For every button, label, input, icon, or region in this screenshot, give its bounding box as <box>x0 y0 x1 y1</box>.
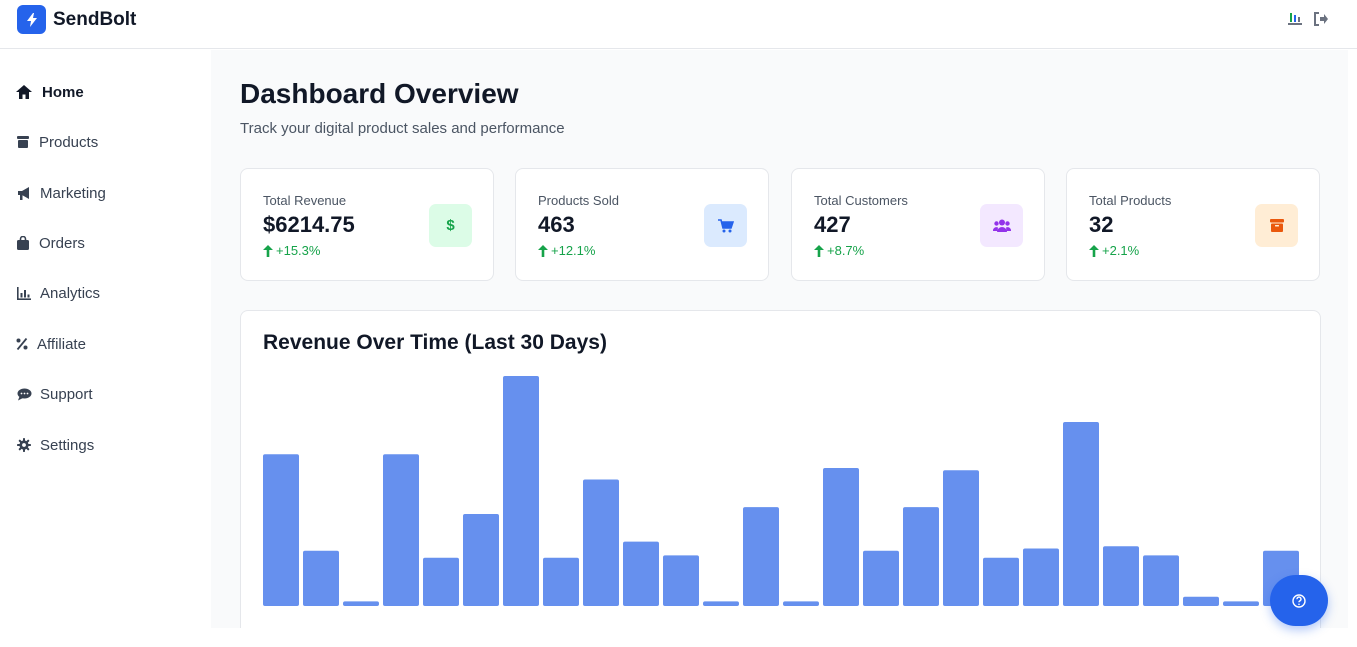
users-icon <box>980 204 1023 247</box>
page-title: Dashboard Overview <box>240 78 519 109</box>
window-edge <box>1348 50 1357 628</box>
percent-icon <box>14 336 30 352</box>
chart-bar[interactable] <box>303 550 339 606</box>
stat-card-total-products: Total Products 32 +2.1% <box>1066 168 1320 281</box>
home-icon <box>16 84 32 100</box>
chat-icon <box>16 386 32 402</box>
chart-bar[interactable] <box>1223 601 1259 606</box>
sidebar-item-affiliate[interactable]: Affiliate <box>0 327 211 361</box>
sidebar-item-marketing[interactable]: Marketing <box>0 176 211 210</box>
chart-bar[interactable] <box>583 479 619 607</box>
megaphone-icon <box>16 185 32 201</box>
bolt-icon <box>26 12 37 27</box>
stat-change: +8.7% <box>814 243 864 258</box>
chart-bar[interactable] <box>783 601 819 606</box>
admin-icon[interactable] <box>1287 11 1303 27</box>
sidebar-item-label: Settings <box>40 436 95 454</box>
window-edge <box>0 628 1357 647</box>
stat-label: Total Customers <box>814 193 908 208</box>
arrow-up-icon <box>263 244 273 257</box>
sidebar-item-settings[interactable]: Settings <box>0 428 211 462</box>
sidebar-item-home[interactable]: Home <box>0 75 211 109</box>
chart-bar[interactable] <box>1103 546 1139 606</box>
stat-change: +12.1% <box>538 243 595 258</box>
chart-bar[interactable] <box>743 507 779 606</box>
cart-icon <box>704 204 747 247</box>
top-bar: SendBolt <box>0 0 1357 49</box>
sidebar-item-label: Home <box>42 83 84 101</box>
stat-change: +2.1% <box>1089 243 1139 258</box>
stat-value: 32 <box>1089 212 1114 237</box>
stat-change: +15.3% <box>263 243 320 258</box>
arrow-up-icon <box>814 244 824 257</box>
chart-bar[interactable] <box>463 514 499 606</box>
stat-card-customers: Total Customers 427 +8.7% <box>791 168 1045 281</box>
sidebar: Home Products Marketing Orders Analytics… <box>0 50 211 628</box>
stat-card-products-sold: Products Sold 463 +12.1% <box>515 168 769 281</box>
arrow-up-icon <box>1089 244 1099 257</box>
revenue-chart-card: Revenue Over Time (Last 30 Days) <box>240 310 1321 628</box>
arrow-up-icon <box>538 244 548 257</box>
chart-bar[interactable] <box>703 601 739 606</box>
chart-bar[interactable] <box>623 541 659 606</box>
bag-icon <box>15 235 31 251</box>
box-icon <box>1255 204 1298 247</box>
chart-bar[interactable] <box>1063 422 1099 606</box>
chart-bar[interactable] <box>1183 596 1219 606</box>
chart-bar[interactable] <box>943 470 979 606</box>
chart-bar[interactable] <box>423 557 459 606</box>
sidebar-item-label: Support <box>40 385 93 403</box>
chart-title: Revenue Over Time (Last 30 Days) <box>263 331 607 354</box>
stat-change-text: +15.3% <box>276 243 321 258</box>
chart-bar[interactable] <box>343 601 379 606</box>
stat-card-revenue: Total Revenue $6214.75 +15.3% $ <box>240 168 494 281</box>
sidebar-item-label: Products <box>39 133 99 151</box>
revenue-bar-chart <box>263 376 1299 607</box>
sidebar-item-support[interactable]: Support <box>0 377 211 411</box>
dollar-icon: $ <box>429 204 472 247</box>
gear-icon <box>16 437 32 453</box>
main-content: Dashboard Overview Track your digital pr… <box>211 50 1348 628</box>
stat-value: 463 <box>538 212 575 237</box>
sidebar-item-orders[interactable]: Orders <box>0 226 211 260</box>
stat-change-text: +8.7% <box>827 243 865 258</box>
sidebar-item-products[interactable]: Products <box>0 125 211 159</box>
box-icon <box>15 134 31 150</box>
chart-bar[interactable] <box>983 557 1019 606</box>
logo[interactable] <box>17 5 46 34</box>
chart-bar[interactable] <box>503 376 539 606</box>
help-button[interactable] <box>1270 575 1328 626</box>
chart-icon <box>16 285 32 301</box>
stat-label: Total Products <box>1089 193 1172 208</box>
chart-bar[interactable] <box>543 557 579 606</box>
stat-label: Products Sold <box>538 193 619 208</box>
chart-bar[interactable] <box>1023 548 1059 607</box>
stat-change-text: +12.1% <box>551 243 596 258</box>
chart-bar[interactable] <box>1143 555 1179 606</box>
question-icon <box>1292 593 1306 608</box>
chart-bar[interactable] <box>903 507 939 606</box>
stat-value: $6214.75 <box>263 212 355 237</box>
logout-icon[interactable] <box>1313 11 1329 27</box>
stat-value: 427 <box>814 212 851 237</box>
stat-label: Total Revenue <box>263 193 347 208</box>
stat-change-text: +2.1% <box>1102 243 1140 258</box>
chart-bar[interactable] <box>663 555 699 606</box>
chart-bar[interactable] <box>823 468 859 606</box>
chart-bar[interactable] <box>383 454 419 606</box>
sidebar-item-analytics[interactable]: Analytics <box>0 276 211 310</box>
sidebar-item-label: Orders <box>39 234 85 252</box>
sidebar-item-label: Marketing <box>40 184 106 202</box>
sidebar-item-label: Analytics <box>40 284 101 302</box>
page-subtitle: Track your digital product sales and per… <box>240 120 565 137</box>
sidebar-item-label: Affiliate <box>37 335 86 353</box>
app-name: SendBolt <box>53 9 137 30</box>
chart-bar[interactable] <box>863 550 899 606</box>
chart-bar[interactable] <box>263 454 299 606</box>
